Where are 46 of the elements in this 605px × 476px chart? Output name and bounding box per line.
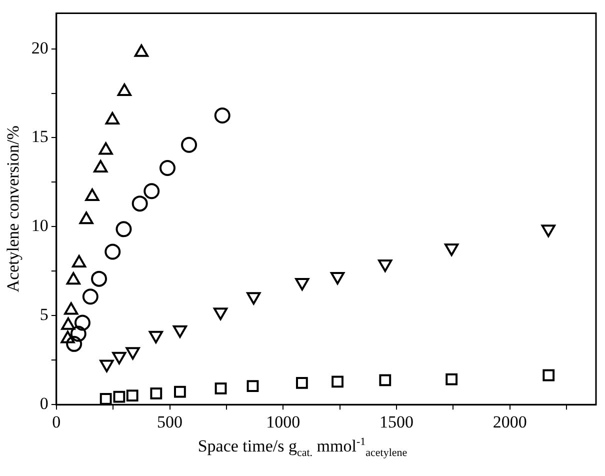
point (159, 160, 176, 176)
point (66, 272, 80, 285)
point (60, 330, 75, 344)
point (246, 380, 259, 392)
y-axis-title: Acetylene conversion/% (4, 126, 23, 292)
point (100, 392, 112, 405)
point (116, 221, 132, 238)
y-tick-label: 5 (40, 305, 48, 324)
x-tick-label: 1500 (379, 412, 414, 432)
point (74, 314, 90, 331)
y-tick-label: 20 (31, 38, 48, 58)
point (105, 112, 120, 124)
point (85, 188, 100, 201)
y-tick-label: 10 (31, 216, 48, 236)
point (94, 160, 108, 172)
point (132, 196, 148, 212)
x-tick-label: 500 (157, 412, 183, 432)
point (150, 387, 162, 400)
point (379, 374, 392, 386)
point (144, 183, 160, 200)
point (91, 270, 108, 287)
point (98, 142, 113, 155)
point (214, 108, 230, 124)
point (82, 288, 98, 305)
point (126, 390, 138, 402)
point (113, 390, 126, 403)
x-tick-label: 2000 (492, 412, 527, 432)
y-tick-label: 15 (31, 127, 48, 146)
point (117, 83, 132, 96)
point (542, 369, 555, 382)
y-tick-label: 0 (40, 394, 48, 414)
point (134, 44, 148, 57)
point (181, 136, 198, 153)
point (332, 376, 344, 388)
point (214, 382, 227, 394)
x-tick-label: 0 (52, 412, 61, 432)
point (66, 336, 82, 352)
point (79, 212, 94, 224)
point (174, 386, 186, 398)
point (72, 254, 86, 268)
point (70, 326, 86, 342)
point (446, 373, 458, 386)
point (104, 244, 121, 260)
x-tick-label: 1000 (266, 412, 300, 432)
point (296, 376, 308, 389)
point (64, 302, 78, 315)
